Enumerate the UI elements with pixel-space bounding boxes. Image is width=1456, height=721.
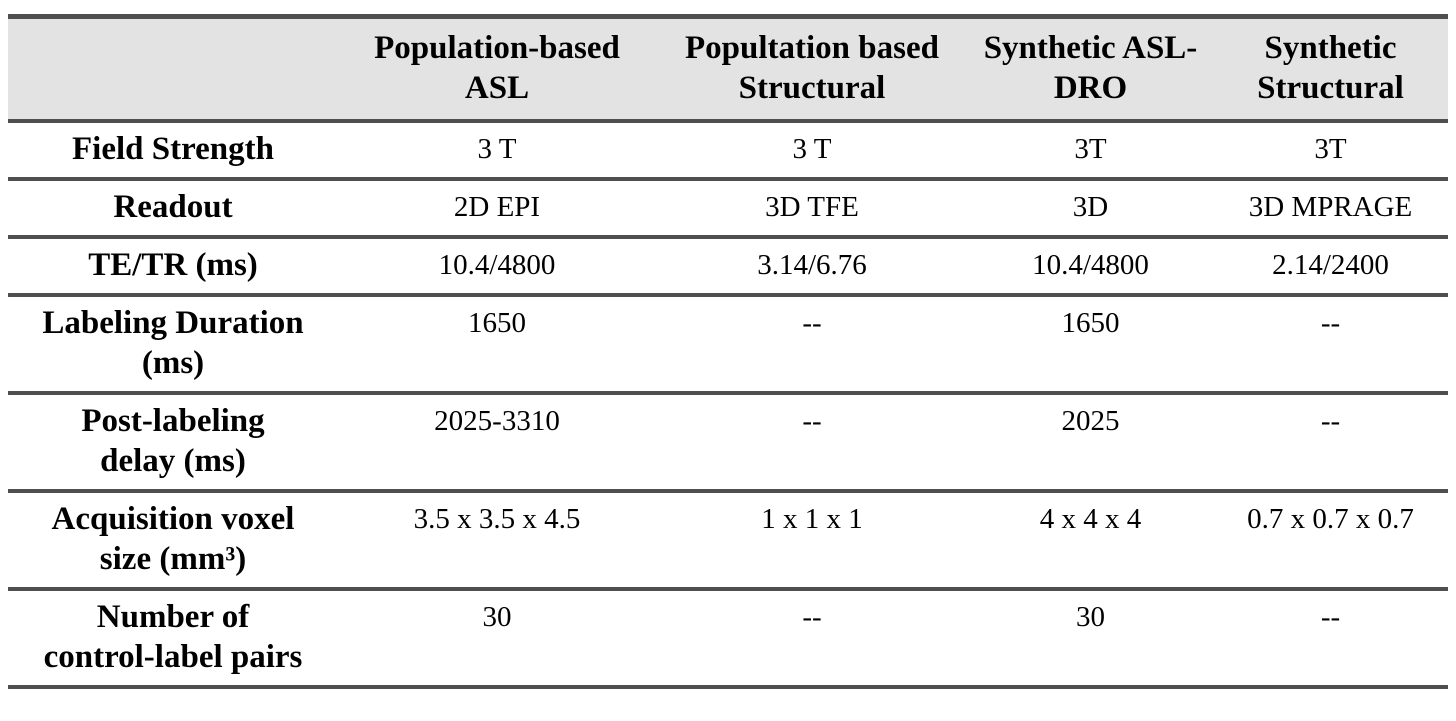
table-row-te-tr: TE/TR (ms) 10.4/4800 3.14/6.76 10.4/4800…: [8, 236, 1448, 297]
table-row-field-strength: Field Strength 3 T 3 T 3T 3T: [8, 120, 1448, 181]
table-cell: 3.5 x 3.5 x 4.5: [338, 490, 656, 591]
table-cell: 4 x 4 x 4: [968, 490, 1213, 591]
table-cell: --: [1213, 588, 1448, 689]
table-cell: 2D EPI: [338, 178, 656, 239]
table-cell: 30: [968, 588, 1213, 689]
row-header: Labeling Duration (ms): [8, 294, 338, 395]
acquisition-parameters-table: Population-based ASL Popultation based S…: [8, 14, 1448, 689]
table-cell: 2025-3310: [338, 392, 656, 493]
header-row: Population-based ASL Popultation based S…: [8, 16, 1448, 123]
row-header: Number of control-label pairs: [8, 588, 338, 689]
table-cell: 1 x 1 x 1: [656, 490, 968, 591]
table-cell: 3 T: [338, 120, 656, 181]
table-cell: 2025: [968, 392, 1213, 493]
table-cell: 3T: [968, 120, 1213, 181]
row-header: Post-labeling delay (ms): [8, 392, 338, 493]
column-header-synthetic-structural: Synthetic Structural: [1213, 16, 1448, 123]
table-row-readout: Readout 2D EPI 3D TFE 3D 3D MPRAGE: [8, 178, 1448, 239]
table-cell: 10.4/4800: [968, 236, 1213, 297]
column-header-synthetic-asl-dro: Synthetic ASL- DRO: [968, 16, 1213, 123]
table-row-post-labeling-delay: Post-labeling delay (ms) 2025-3310 -- 20…: [8, 392, 1448, 493]
table-row-control-label-pairs: Number of control-label pairs 30 -- 30 -…: [8, 588, 1448, 689]
row-header: Field Strength: [8, 120, 338, 181]
table-row-acquisition-voxel-size: Acquisition voxel size (mm³) 3.5 x 3.5 x…: [8, 490, 1448, 591]
table-cell: 3T: [1213, 120, 1448, 181]
table-cell: --: [1213, 294, 1448, 395]
row-header: Readout: [8, 178, 338, 239]
table-cell: 10.4/4800: [338, 236, 656, 297]
table-cell: 1650: [338, 294, 656, 395]
table-cell: --: [656, 294, 968, 395]
table-row-labeling-duration: Labeling Duration (ms) 1650 -- 1650 --: [8, 294, 1448, 395]
table-cell: 1650: [968, 294, 1213, 395]
table-cell: 3 T: [656, 120, 968, 181]
table-cell: 3D MPRAGE: [1213, 178, 1448, 239]
table-cell: 3D: [968, 178, 1213, 239]
column-header-population-based-asl: Population-based ASL: [338, 16, 656, 123]
table-cell: --: [656, 588, 968, 689]
column-header-population-based-structural: Popultation based Structural: [656, 16, 968, 123]
table-cell: 0.7 x 0.7 x 0.7: [1213, 490, 1448, 591]
row-header: Acquisition voxel size (mm³): [8, 490, 338, 591]
table-cell: 2.14/2400: [1213, 236, 1448, 297]
table-cell: 3.14/6.76: [656, 236, 968, 297]
row-header: TE/TR (ms): [8, 236, 338, 297]
column-header-empty: [8, 16, 338, 123]
table-cell: 30: [338, 588, 656, 689]
table-cell: 3D TFE: [656, 178, 968, 239]
table-cell: --: [656, 392, 968, 493]
table-cell: --: [1213, 392, 1448, 493]
